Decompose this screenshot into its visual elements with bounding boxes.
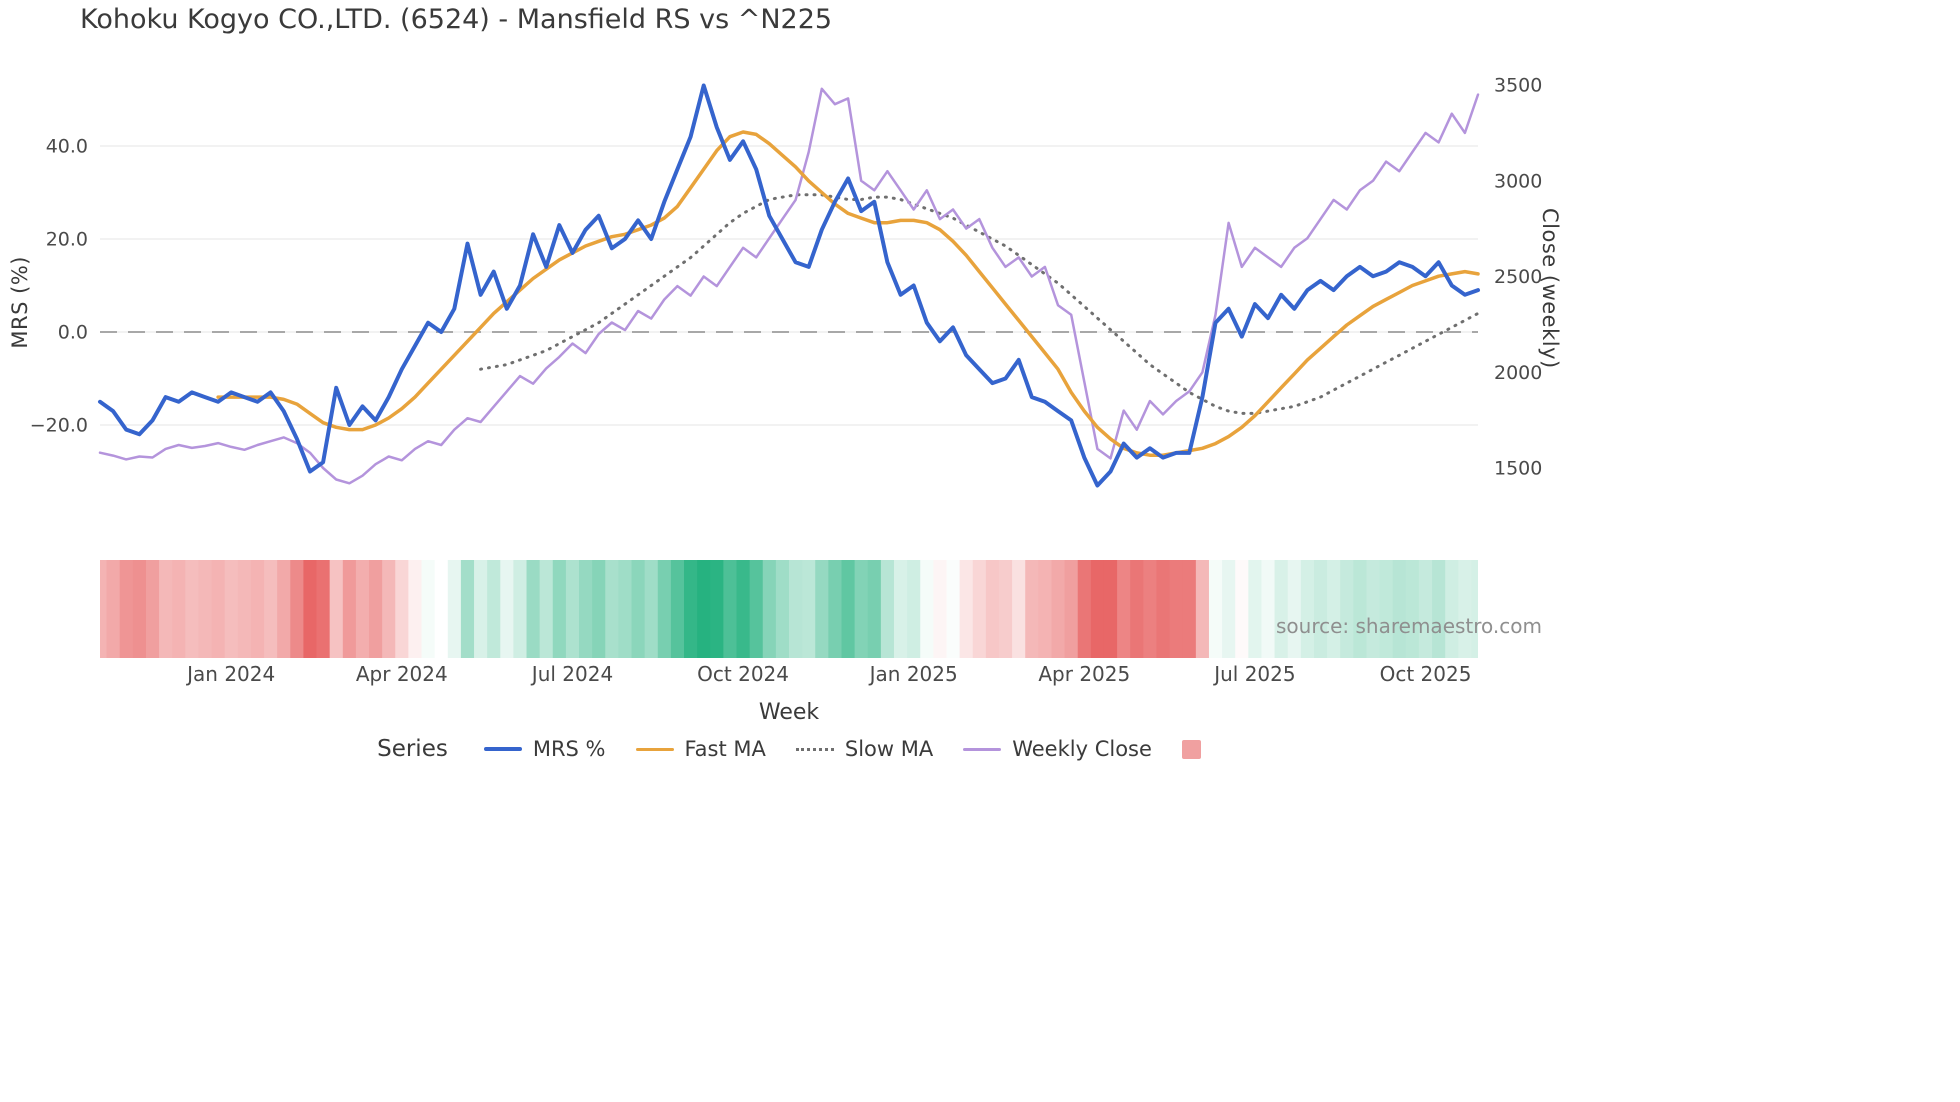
legend-line-sample bbox=[963, 747, 1002, 751]
legend-item-heatmap-swatch bbox=[1181, 739, 1201, 759]
legend-title: Series bbox=[377, 736, 448, 762]
source-credit: source: sharemaestro.com bbox=[1276, 614, 1542, 638]
svg-text:3500: 3500 bbox=[1494, 75, 1542, 97]
legend-item-label: Weekly Close bbox=[1012, 737, 1152, 761]
svg-text:Oct 2025: Oct 2025 bbox=[1380, 662, 1472, 686]
svg-text:Jan 2024: Jan 2024 bbox=[185, 662, 275, 686]
svg-text:40.0: 40.0 bbox=[46, 136, 88, 158]
right-axis-ticks: 3500 3000 2500 2000 1500 bbox=[1494, 75, 1542, 480]
legend-heatmap-swatch bbox=[1181, 739, 1201, 759]
slow-ma-line bbox=[479, 193, 1480, 415]
x-axis-ticks: Jan 2024 Apr 2024 Jul 2024 Oct 2024 Jan 2025… bbox=[185, 662, 1471, 686]
legend-item-label: MRS % bbox=[532, 737, 606, 761]
svg-text:2000: 2000 bbox=[1494, 362, 1542, 384]
svg-text:Jan 2025: Jan 2025 bbox=[868, 662, 958, 686]
heatmap-strip bbox=[100, 560, 1478, 658]
svg-text:2500: 2500 bbox=[1494, 266, 1542, 288]
svg-text:0.0: 0.0 bbox=[58, 322, 88, 344]
svg-text:20.0: 20.0 bbox=[46, 229, 88, 251]
svg-text:1500: 1500 bbox=[1494, 458, 1542, 480]
svg-text:−20.0: −20.0 bbox=[30, 415, 88, 437]
legend-item-label: Slow MA bbox=[844, 737, 934, 761]
svg-text:3000: 3000 bbox=[1494, 170, 1542, 192]
legend-item-weekly-close: Weekly Close bbox=[963, 737, 1152, 761]
svg-text:Apr 2024: Apr 2024 bbox=[356, 662, 448, 686]
legend-item-label: Fast MA bbox=[684, 737, 766, 761]
svg-text:Jul 2024: Jul 2024 bbox=[530, 662, 613, 686]
fast-ma-line bbox=[216, 130, 1480, 457]
legend-item-slow-ma: Slow MA bbox=[795, 737, 934, 761]
x-axis-label: Week bbox=[758, 700, 820, 725]
legend-item-fast-ma: Fast MA bbox=[635, 737, 766, 761]
legend: Series MRS % Fast MA Slow MA Weekly Close bbox=[100, 736, 1478, 762]
legend-item-mrs-: MRS % bbox=[483, 737, 606, 761]
y-axis-label-right: Close (weekly) bbox=[1538, 208, 1562, 369]
legend-items: MRS % Fast MA Slow MA Weekly Close bbox=[483, 737, 1201, 761]
chart-title: Kohoku Kogyo CO.,LTD. (6524) - Mansfield… bbox=[80, 4, 833, 35]
weekly-close-line bbox=[98, 87, 1480, 485]
svg-text:Jul 2025: Jul 2025 bbox=[1212, 662, 1295, 686]
mrs--line bbox=[98, 83, 1480, 488]
legend-line-sample bbox=[483, 747, 522, 751]
svg-text:Oct 2024: Oct 2024 bbox=[697, 662, 789, 686]
legend-dotted-sample bbox=[795, 747, 834, 751]
svg-text:Apr 2025: Apr 2025 bbox=[1038, 662, 1130, 686]
legend-line-sample bbox=[635, 747, 674, 751]
left-axis-ticks: 40.0 20.0 0.0 −20.0 bbox=[30, 136, 88, 437]
